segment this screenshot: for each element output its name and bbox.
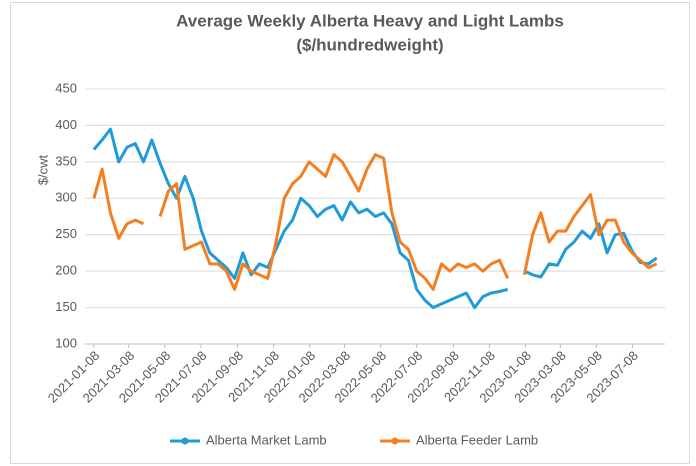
y-tick-label: 200 — [55, 263, 77, 278]
chart-frame — [10, 2, 690, 464]
y-tick-label: 100 — [55, 335, 77, 350]
y-tick-label: 400 — [55, 117, 77, 132]
series-line — [92, 153, 658, 291]
legend-marker — [181, 437, 189, 445]
y-tick-label: 350 — [55, 153, 77, 168]
legend-label: Alberta Market Lamb — [206, 432, 327, 447]
y-tick-label: 250 — [55, 226, 77, 241]
chart-title: Average Weekly Alberta Heavy and Light L… — [176, 11, 564, 30]
legend-label: Alberta Feeder Lamb — [416, 432, 538, 447]
y-tick-label: 450 — [55, 80, 77, 95]
y-tick-label: 150 — [55, 299, 77, 314]
y-tick-label: 300 — [55, 190, 77, 205]
legend-marker — [391, 437, 399, 445]
chart-subtitle: ($/hundredweight) — [296, 35, 443, 54]
y-axis-label: $/cwt — [35, 154, 50, 185]
